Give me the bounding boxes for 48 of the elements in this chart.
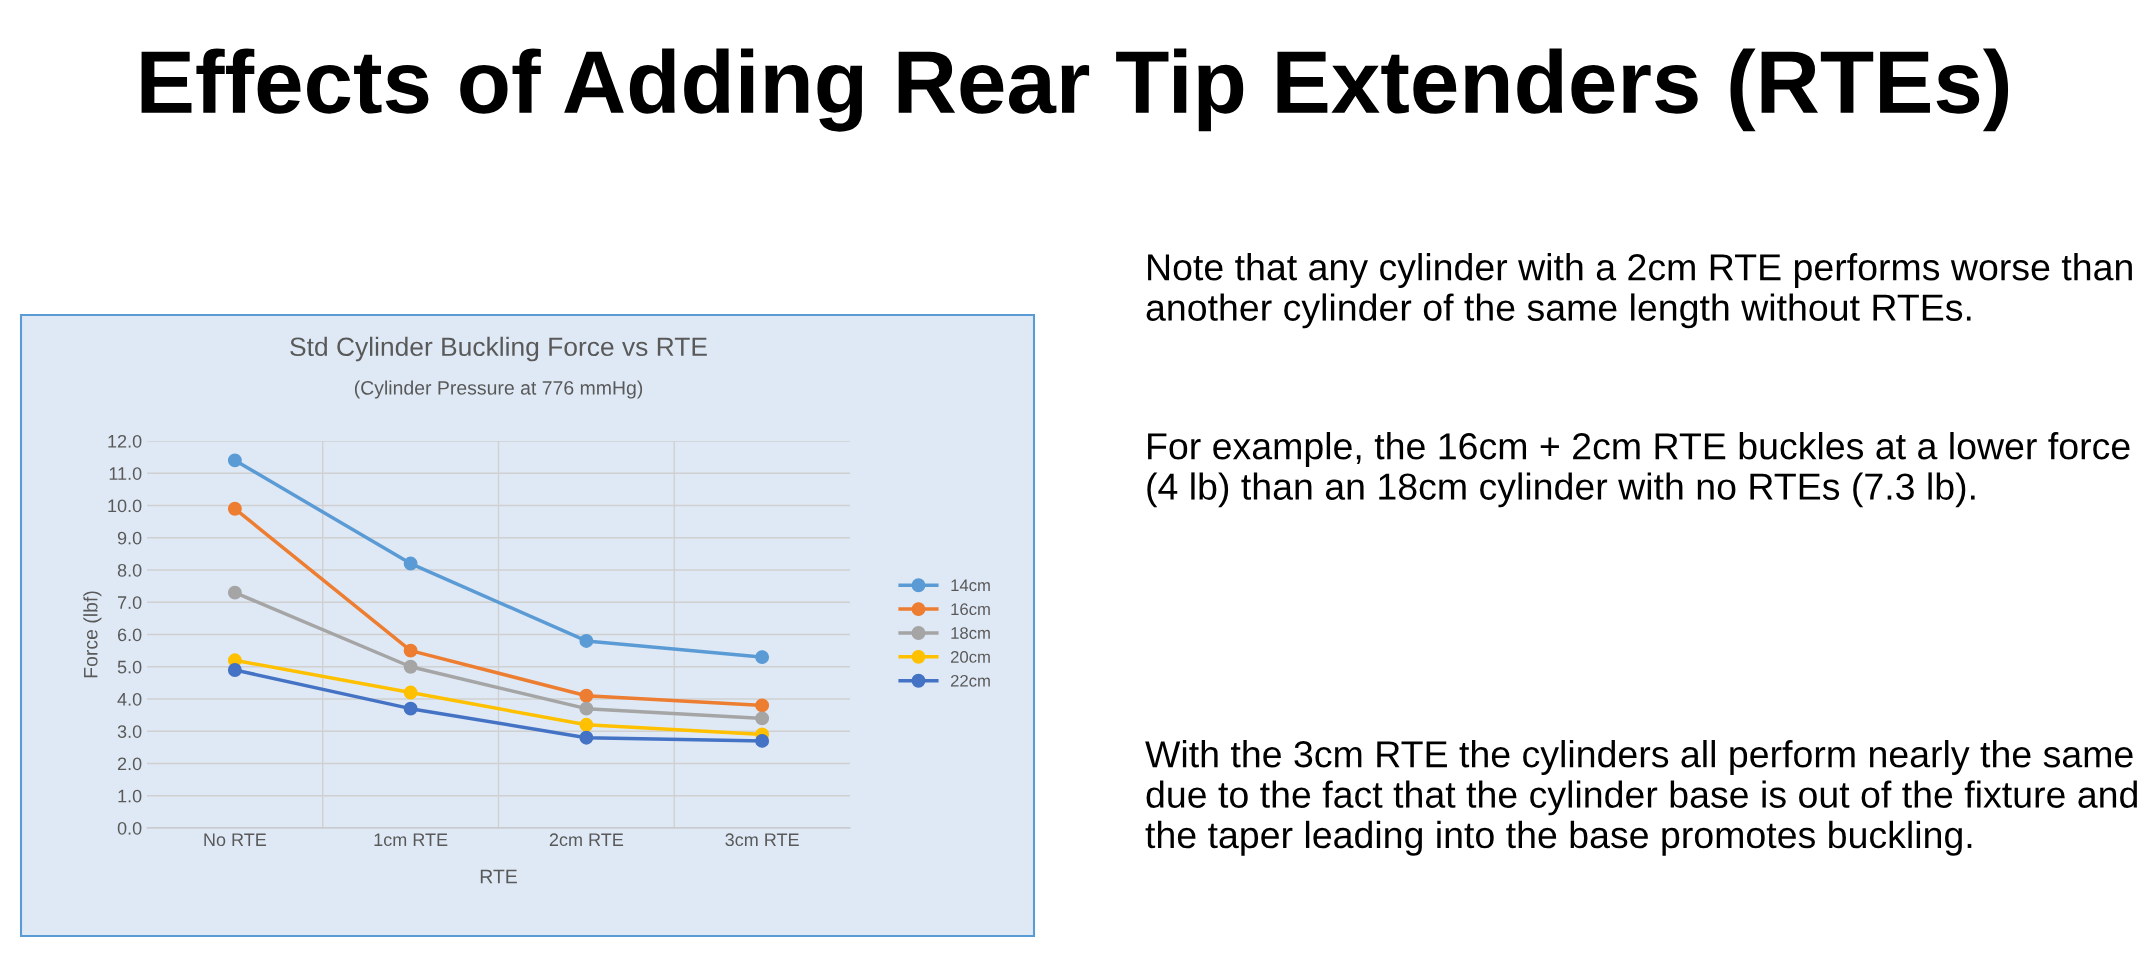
chart-title: Std Cylinder Buckling Force vs RTE [290, 336, 707, 362]
point [227, 501, 242, 516]
legend-label: 18cm [951, 627, 990, 639]
legend-label: 16cm [951, 603, 990, 616]
point [403, 701, 418, 716]
y-tick-label: 6.0 [117, 628, 142, 642]
y-tick-label: 8.0 [117, 563, 142, 577]
text: Note that any cylinder with a 2cm RTE performs worse than another cylinder of the same length without RTEs. [1146, 253, 2132, 329]
point [403, 643, 418, 658]
x-tick-label: 3cm RTE [725, 833, 799, 847]
y-tick-label: 10.0 [108, 499, 142, 513]
point [403, 659, 418, 674]
point [227, 663, 242, 677]
y-tick-label: 1.0 [118, 789, 142, 803]
y-tick-label: 4.0 [117, 692, 142, 706]
x-tick-label: No RTE [204, 833, 267, 847]
point [755, 650, 770, 665]
y-tick-label: 5.0 [117, 660, 142, 674]
y-tick-label: 0.0 [117, 821, 142, 835]
y-tick-label: 2.0 [117, 757, 142, 771]
x-axis-title: RTE [480, 869, 517, 884]
point [403, 556, 418, 571]
point [227, 453, 242, 468]
y-tick-label: 9.0 [117, 531, 142, 545]
point [755, 733, 770, 748]
legend-label: 14cm [951, 579, 990, 592]
point [579, 634, 594, 648]
point [579, 701, 594, 716]
legend-label: 22cm [950, 674, 990, 687]
text: For example, the 16cm + 2cm RTE buckles at a lower force (4 lb) than an 18cm cylinder with no RTEs (7.3 lb). [1147, 432, 2130, 508]
point [579, 688, 594, 703]
y-tick-label: 3.0 [117, 725, 142, 738]
y-axis-title: Force (lbf) [83, 591, 102, 678]
y-tick-label: 11.0 [109, 467, 142, 480]
point [755, 698, 770, 713]
point [227, 585, 242, 600]
y-tick-label: 7.0 [117, 596, 142, 609]
text: Effects of Adding Rear Tip Extenders (RTEs) [141, 48, 2009, 132]
y-tick-label: 12.0 [108, 434, 142, 448]
text: With the 3cm RTE the cylinders all perform nearly the same due to the fact that the cylinder base is out of the fixture and the taper leading into the base promotes buckling. [1145, 740, 2137, 856]
chart-subtitle: (Cylinder Pressure at 776 mmHg) [354, 380, 643, 399]
point [403, 685, 418, 700]
point [755, 711, 770, 726]
legend-label: 20cm [950, 651, 990, 663]
x-tick-label: 2cm RTE [549, 833, 624, 847]
point [579, 730, 594, 745]
point [579, 717, 594, 732]
x-tick-label: 1cm RTE [374, 833, 448, 847]
